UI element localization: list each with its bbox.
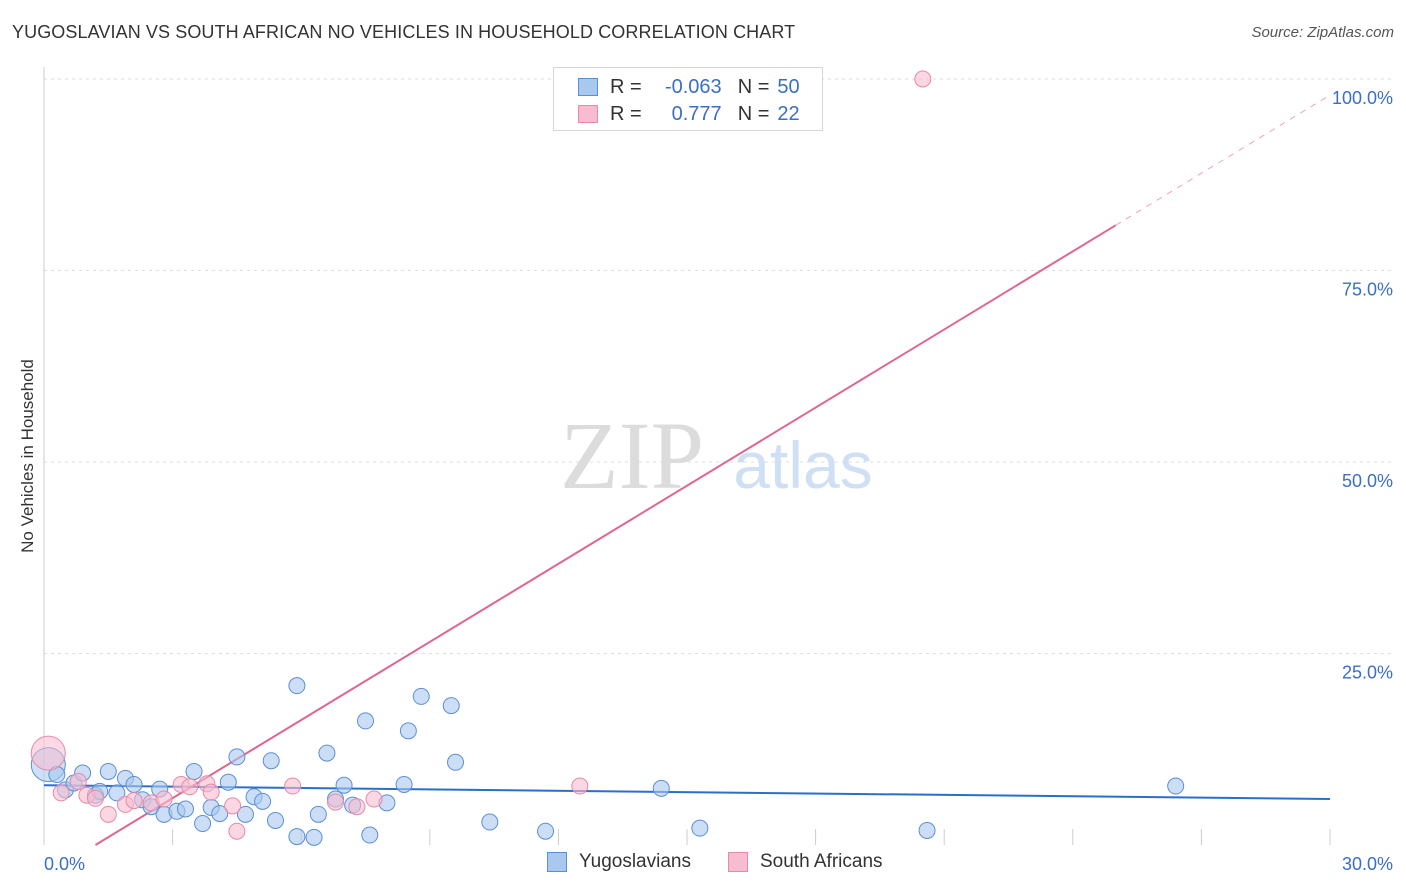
south-african-trend-line — [94, 224, 1117, 846]
watermark-atlas: atlas — [733, 428, 872, 502]
yugoslavian-point — [228, 748, 246, 766]
south-african-point — [99, 805, 117, 823]
y-axis-label: No Vehicles in Household — [18, 359, 37, 553]
yugoslavian-point — [652, 779, 670, 797]
yugoslavian-trend-line — [43, 784, 1331, 801]
yugoslavian-point — [395, 775, 413, 793]
y-tick-label: 75.0% — [1342, 280, 1393, 300]
source-label: Source: ZipAtlas.com — [1251, 24, 1394, 41]
yugoslavian-point — [219, 773, 237, 791]
r-value: -0.063 — [664, 75, 722, 98]
yugoslavian-point — [99, 762, 117, 780]
yugoslavian-point — [194, 815, 212, 833]
yugoslavian-point — [108, 784, 126, 802]
yugoslavian-point — [399, 722, 417, 740]
south-african-point — [181, 778, 199, 796]
r-value: 0.777 — [671, 102, 722, 125]
pink-swatch — [728, 852, 748, 872]
axes — [43, 67, 1331, 845]
yugoslavian-point — [266, 811, 284, 829]
yugoslavian-point — [481, 813, 499, 831]
yugoslavian-point — [412, 687, 430, 705]
south-african-point — [69, 772, 87, 790]
south-african-point — [155, 790, 173, 808]
n-value: 50 — [777, 75, 800, 98]
tick-labels: 25.0% 50.0% 75.0% 100.0% 0.0% 30.0% — [44, 88, 1393, 874]
x-tick-label: 0.0% — [44, 854, 85, 874]
yugoslavian-point — [288, 677, 306, 695]
grid-lines — [44, 78, 1392, 654]
south-african-point — [125, 792, 143, 810]
yugoslavian-point — [185, 762, 203, 780]
yugoslavian-point — [236, 805, 254, 823]
legend-row-yugoslavians: R = -0.063 N = 50 — [578, 74, 800, 100]
legend-label: South Africans — [760, 851, 883, 872]
chart-title: YUGOSLAVIAN VS SOUTH AFRICAN NO VEHICLES… — [12, 22, 796, 42]
yugoslavian-point — [305, 828, 323, 846]
y-tick-label: 25.0% — [1342, 663, 1393, 683]
yugoslavian-point — [361, 826, 379, 844]
south-african-point — [224, 797, 242, 815]
yugoslavian-point — [1167, 777, 1185, 795]
legend-item-south-africans: South Africans — [728, 851, 883, 873]
yugoslavian-point — [262, 752, 280, 770]
r-label: R = — [610, 75, 642, 98]
n-label: N = — [737, 75, 770, 98]
yugoslavian-point — [918, 821, 936, 839]
n-label: N = — [737, 102, 770, 125]
y-tick-label: 50.0% — [1342, 471, 1393, 491]
yugoslavian-point — [335, 776, 353, 794]
yugoslavian-point — [691, 819, 709, 837]
south-african-point — [571, 777, 589, 795]
x-tick-label: 30.0% — [1342, 854, 1393, 874]
series-legend: Yugoslavians South Africans — [0, 851, 1406, 877]
legend-item-yugoslavians: Yugoslavians — [547, 851, 691, 873]
south-african-point — [348, 798, 366, 816]
yugoslavian-point — [309, 805, 327, 823]
south-african-point — [914, 70, 932, 88]
blue-swatch — [578, 78, 598, 96]
n-value: 22 — [777, 102, 800, 125]
correlation-legend: R = -0.063 N = 50 R = 0.777 N = 22 — [553, 67, 823, 131]
blue-swatch — [547, 852, 567, 872]
yugoslavian-point — [254, 792, 272, 810]
data-points — [30, 70, 1185, 846]
y-tick-label: 100.0% — [1332, 88, 1393, 108]
south-african-point — [86, 789, 104, 807]
south-african-point — [326, 793, 344, 811]
yugoslavian-point — [447, 753, 465, 771]
yugoslavian-point — [357, 712, 374, 730]
watermark-zip: ZIP — [560, 402, 704, 509]
south-african-point — [365, 790, 383, 808]
south-african-point — [228, 822, 246, 840]
yugoslavian-point — [176, 800, 194, 818]
yugoslavian-point — [537, 822, 555, 840]
legend-row-south-africans: R = 0.777 N = 22 — [578, 101, 800, 127]
yugoslavian-point — [288, 828, 306, 846]
south-african-point — [30, 735, 66, 771]
trend-lines — [43, 94, 1331, 846]
south-african-point — [52, 784, 70, 802]
yugoslavian-point — [442, 697, 460, 715]
south-african-point — [284, 777, 302, 795]
pink-swatch — [578, 105, 598, 123]
yugoslavian-point — [125, 775, 143, 793]
watermark: ZIP atlas — [560, 402, 873, 509]
yugoslavian-point — [211, 805, 229, 823]
south-african-point — [202, 783, 220, 801]
legend-label: Yugoslavians — [579, 851, 691, 872]
r-label: R = — [610, 102, 642, 125]
yugoslavian-point — [318, 744, 336, 762]
south-african-trend-extension — [1115, 94, 1331, 226]
